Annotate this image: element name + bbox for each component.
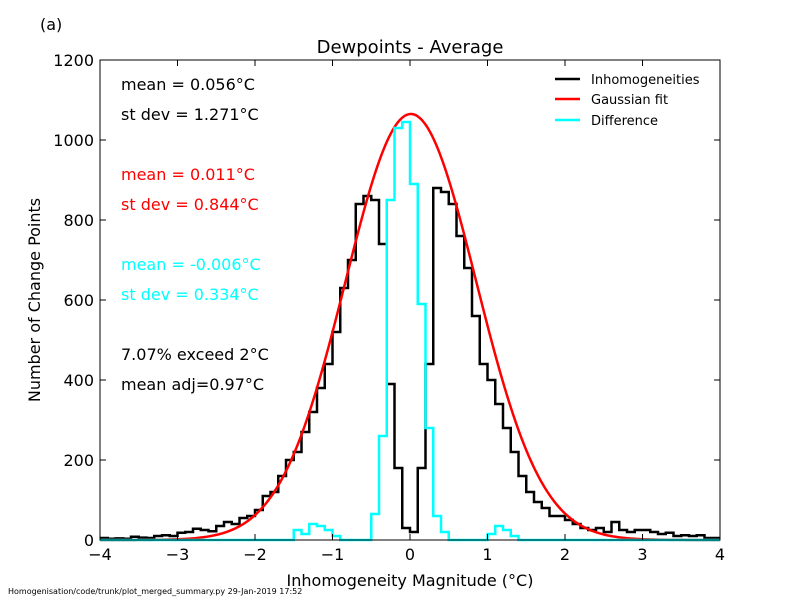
x-tick-label: −2: [243, 545, 267, 564]
series-line-difference: [100, 120, 720, 542]
y-tick-label: 1200: [53, 51, 94, 70]
y-tick-label: 400: [63, 371, 94, 390]
stat-line: st dev = 0.334°C: [121, 285, 259, 304]
chart-title: Dewpoints - Average: [317, 37, 504, 58]
legend: Inhomogeneities Gaussian fit Difference: [555, 73, 700, 129]
stat-line: mean = 0.011°C: [121, 165, 255, 184]
stat-line: mean = 0.056°C: [121, 75, 255, 94]
axis-ticks: −4 −3 −2 −1 0 1 2 3 4 0 200 400 600 800 1000 1200: [53, 51, 725, 564]
x-tick-label: 3: [637, 545, 647, 564]
stat-line: st dev = 1.271°C: [121, 105, 259, 124]
legend-label-gaussian-fit: Gaussian fit: [591, 93, 668, 108]
legend-label-inhomogeneities: Inhomogeneities: [591, 73, 700, 88]
x-tick-label: 1: [482, 545, 492, 564]
y-axis-label: Number of Change Points: [25, 198, 44, 402]
legend-label-difference: Difference: [591, 114, 658, 129]
series-line-inhomogeneities: [100, 186, 720, 541]
stat-line: st dev = 0.844°C: [121, 195, 259, 214]
x-tick-label: −1: [321, 545, 345, 564]
y-tick-label: 200: [63, 451, 94, 470]
x-tick-label: −4: [88, 545, 112, 564]
stat-line: mean = -0.006°C: [121, 255, 261, 274]
x-tick-label: 2: [560, 545, 570, 564]
x-tick-label: 4: [715, 545, 725, 564]
x-tick-label: −3: [166, 545, 190, 564]
y-tick-label: 1000: [53, 131, 94, 150]
panel-label: (a): [40, 15, 62, 34]
stat-line: mean adj=0.97°C: [121, 375, 264, 394]
stats-annotations: mean = 0.056°C st dev = 1.271°C mean = 0.0…: [121, 75, 269, 394]
stat-line: 7.07% exceed 2°C: [121, 345, 269, 364]
y-tick-label: 600: [63, 291, 94, 310]
x-axis-label: Inhomogeneity Magnitude (°C): [287, 571, 534, 590]
footer-note: Homogenisation/code/trunk/plot_merged_su…: [8, 587, 302, 596]
y-tick-label: 800: [63, 211, 94, 230]
y-tick-label: 0: [84, 531, 94, 550]
series-line-gaussian-fit: [100, 112, 720, 542]
x-tick-label: 0: [405, 545, 415, 564]
